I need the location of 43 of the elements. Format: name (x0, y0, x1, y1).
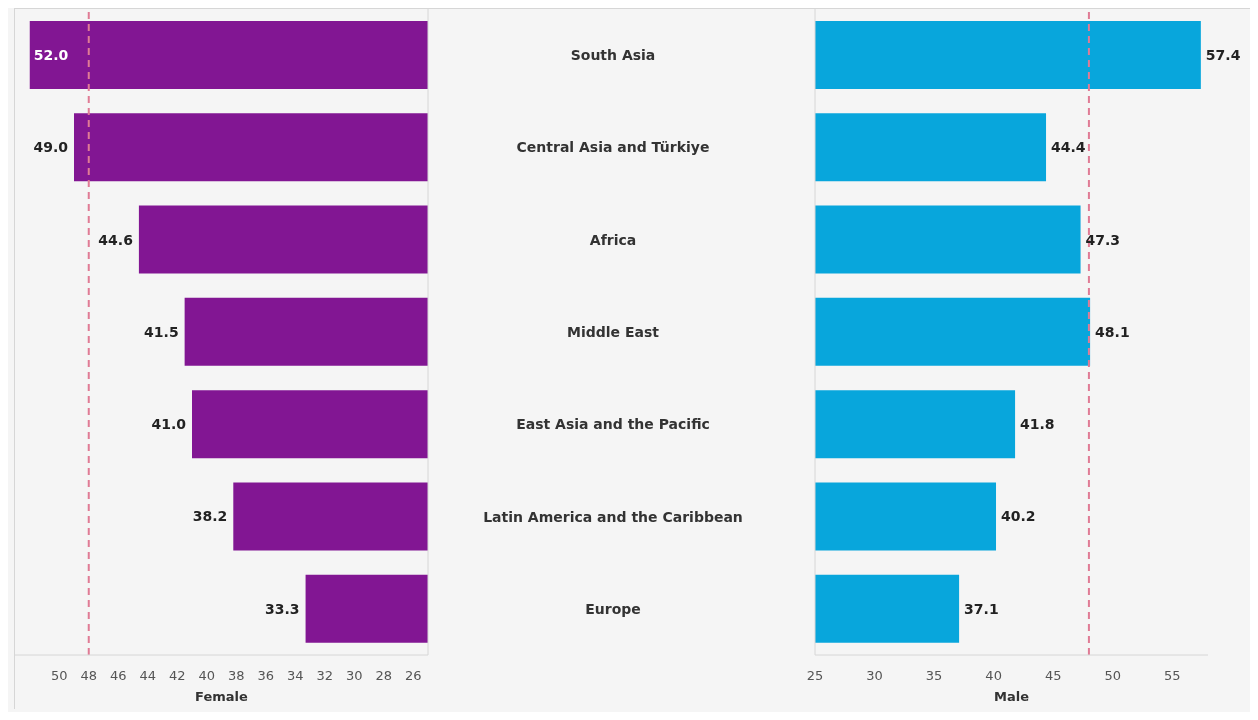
y-tick-label: South Asia (570, 47, 656, 64)
x-tick-label: 50 (1104, 668, 1121, 684)
data-label: 44.4 (1051, 139, 1086, 156)
data-label: 41.0 (151, 416, 187, 433)
data-label: 41.8 (1020, 416, 1055, 433)
x-tick-label: 38 (227, 668, 245, 684)
x-axis-title: Male (994, 689, 1030, 704)
x-tick-label: 55 (1164, 668, 1181, 684)
x-tick-label: 28 (375, 668, 393, 684)
y-tick-label: Middle East (567, 324, 660, 340)
data-label: 37.1 (964, 600, 999, 617)
y-tick-label: East Asia and the Pacific (516, 416, 710, 433)
x-tick-label: 42 (168, 668, 186, 684)
x-tick-label: 35 (925, 668, 943, 684)
x-axis-title: Female (195, 689, 249, 704)
x-tick-label: 30 (866, 668, 883, 684)
data-label: 52.0 (33, 47, 69, 63)
data-label: 40.2 (1001, 508, 1036, 525)
data-label: 48.1 (1095, 323, 1130, 340)
x-tick-label: 40 (985, 668, 1002, 684)
data-label: 57.4 (1205, 47, 1241, 63)
x-tick-label: 45 (1044, 668, 1062, 684)
data-label: 33.3 (265, 600, 300, 617)
x-tick-label: 50 (50, 668, 68, 684)
x-tick-label: 30 (345, 668, 363, 684)
y-tick-label: Europe (585, 600, 641, 617)
x-tick-label: 48 (80, 668, 98, 684)
data-label: 47.3 (1085, 231, 1121, 248)
data-label: 41.5 (144, 323, 179, 340)
data-label: 49.0 (33, 139, 69, 156)
x-tick-label: 26 (404, 668, 422, 684)
y-tick-label: Central Asia and Türkiye (516, 139, 710, 156)
x-tick-label: 40 (198, 668, 216, 684)
y-tick-label: Africa (589, 231, 637, 248)
x-tick-label: 32 (316, 668, 334, 684)
data-label: 44.6 (98, 231, 133, 248)
x-tick-label: 36 (257, 668, 275, 684)
x-tick-label: 34 (286, 668, 304, 684)
x-tick-label: 46 (109, 668, 127, 684)
x-tick-label: 44 (139, 668, 157, 684)
x-tick-label: 25 (806, 668, 824, 684)
data-label: 38.2 (192, 508, 228, 525)
y-tick-label: Latin America and the Caribbean (483, 508, 743, 525)
